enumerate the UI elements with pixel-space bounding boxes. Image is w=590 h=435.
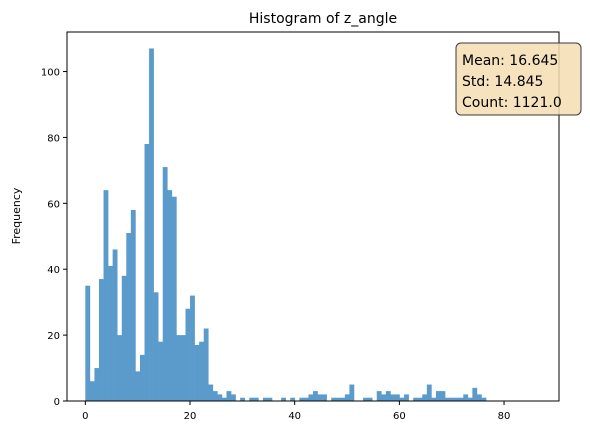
histogram-bar [340,397,346,401]
histogram-bar [190,295,195,401]
histogram-bar [422,394,428,401]
histogram-bar [126,232,132,401]
histogram-bar [481,397,487,401]
histogram-bar [413,397,419,401]
histogram-bar [404,394,409,401]
x-tick-label: 0 [82,411,88,422]
histogram-bar [171,196,177,401]
histogram-bar [249,397,255,401]
histogram-bar [203,328,209,401]
histogram-bar [208,384,214,401]
histogram-bar [281,397,286,401]
histogram-bar [153,292,159,401]
histogram-bar [426,384,432,401]
y-tick-label: 40 [47,265,60,276]
histogram-bar [194,344,200,401]
histogram-bar [240,397,245,401]
histogram-bar [185,308,191,401]
histogram-bar [385,391,391,401]
y-tick-label: 80 [47,133,60,144]
histogram-bar [376,391,382,401]
histogram-bar [262,397,268,401]
histogram-bar [158,341,164,401]
histogram-bar [117,335,123,401]
histogram-bar [381,394,387,401]
x-tick-label: 20 [184,411,197,422]
bars-group [85,48,487,402]
histogram-bar [463,394,469,401]
x-tick-label: 60 [393,411,406,422]
y-axis-ticks: 0 20 40 60 80 100 [41,68,67,408]
x-axis-ticks: 0 20 40 60 80 [82,401,510,422]
stats-mean: Mean: 16.645 [462,53,558,69]
histogram-bar [467,397,473,401]
y-tick-label: 100 [41,68,60,79]
x-tick-label: 40 [288,411,301,422]
x-tick-label: 80 [498,411,511,422]
plot-frame [66,31,560,402]
y-tick-label: 20 [47,331,60,342]
histogram-bar [253,397,259,401]
stats-box: Mean: 16.645 Std: 14.845 Count: 1121.0 [455,42,582,116]
histogram-bar [367,397,373,401]
histogram-bar [431,397,437,401]
histogram-bar [313,391,318,401]
histogram-bar [322,394,327,401]
histogram-bar [335,397,341,401]
histogram-bar [458,397,464,401]
histogram-bar [162,167,168,401]
histogram-bar [317,394,323,401]
histogram-bar [112,249,118,401]
y-tick-label: 0 [54,397,60,408]
histogram-bar [440,391,446,401]
histogram-bar [331,397,337,401]
stats-std: Std: 14.845 [462,74,543,90]
histogram-bar [94,368,100,401]
histogram-bar [167,190,173,401]
y-tick-label: 60 [47,199,60,210]
histogram-bar [180,335,186,401]
histogram-bar [417,397,423,401]
histogram-bar [98,279,104,401]
histogram-bar [217,394,223,401]
histogram-bar [267,397,273,401]
histogram-bar [108,265,113,401]
histogram-bar [212,391,218,401]
histogram-bar [390,394,396,401]
chart-title: Histogram of z_angle [249,11,397,27]
histogram-bar [130,209,136,401]
histogram-bar [121,275,127,401]
histogram-bar [472,387,478,401]
histogram-bar [103,190,109,401]
stats-count: Count: 1121.0 [462,95,562,111]
histogram-bar [85,285,91,401]
histogram-bar [303,397,309,401]
histogram-bar [349,384,355,401]
histogram-bar [399,397,405,401]
histogram-bar [363,397,368,401]
histogram-bar [394,394,400,401]
histogram-bar [476,394,482,401]
histogram-bar [308,394,314,401]
histogram-bar [149,48,154,402]
histogram-bar [139,354,145,401]
histogram-bar [221,397,227,401]
histogram-bar [299,397,305,401]
histogram-bar [445,397,450,401]
y-axis-label: Frequency [10,187,23,244]
histogram-bar [449,397,455,401]
histogram-bar [135,371,141,401]
histogram-bar [226,391,232,401]
histogram-bar [144,144,150,401]
histogram-bar [344,394,350,401]
histogram-bar [435,391,441,401]
histogram-bar [454,397,460,401]
histogram-bar [290,397,296,401]
histogram-bar [176,335,182,401]
histogram-bar [231,394,236,401]
histogram-bar [199,341,205,401]
histogram-bar [89,381,95,401]
stats-box-background [455,42,582,116]
